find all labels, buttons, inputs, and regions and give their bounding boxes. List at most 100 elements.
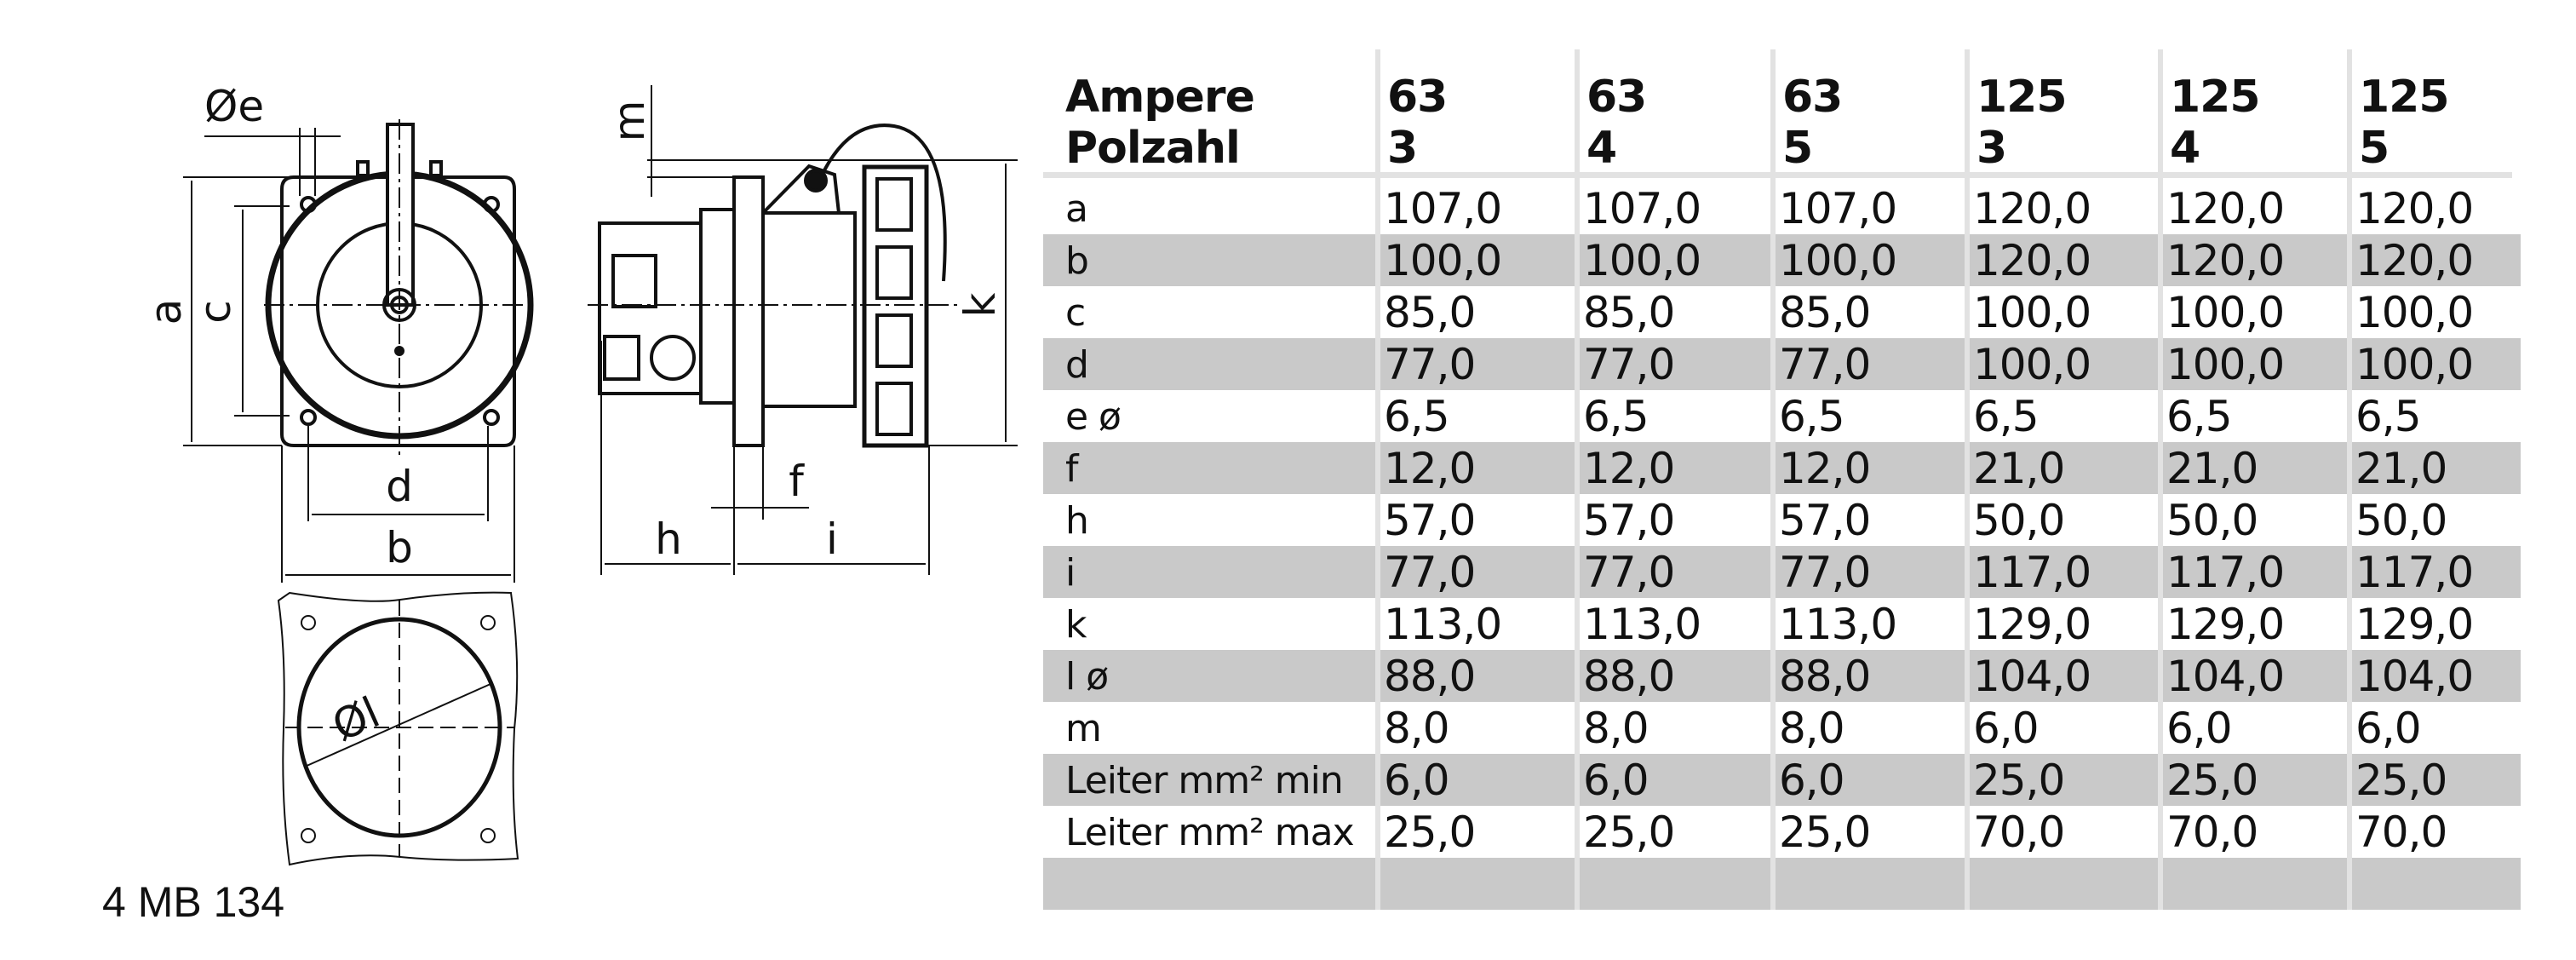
header-polzahl-value: 3	[1976, 123, 2007, 174]
table-cell: 6,5	[1583, 392, 1649, 441]
table-row: f 12,0 12,0 12,0 21,0 21,0 21,0	[1043, 442, 2521, 494]
table-cell: 77,0	[1384, 340, 1476, 389]
table-cell: 57,0	[1779, 496, 1871, 545]
table-cell: 6,5	[1779, 392, 1845, 441]
table-cell: 25,0	[1583, 808, 1675, 857]
row-label: h	[1065, 499, 1089, 543]
table-cell: 85,0	[1583, 288, 1675, 337]
table-cell: 6,0	[2166, 704, 2233, 753]
table-cell: 6,5	[2355, 392, 2422, 441]
column-separator	[2158, 49, 2163, 910]
table-cell: 21,0	[1973, 444, 2065, 493]
table-row: l ø 88,0 88,0 88,0 104,0 104,0 104,0	[1043, 650, 2521, 702]
table-row: c 85,0 85,0 85,0 100,0 100,0 100,0	[1043, 286, 2521, 338]
table-cell: 129,0	[2355, 600, 2474, 649]
table-cell: 107,0	[1583, 184, 1701, 233]
table-cell: 88,0	[1583, 652, 1675, 701]
table-cell: 50,0	[1973, 496, 2065, 545]
table-cell: 8,0	[1583, 704, 1649, 753]
table-row: Leiter mm² max 25,0 25,0 25,0 70,0 70,0 70,0	[1043, 806, 2521, 858]
table-cell: 50,0	[2166, 496, 2258, 545]
table-cell: 107,0	[1384, 184, 1502, 233]
table-cell: 8,0	[1779, 704, 1845, 753]
table-cell: 6,5	[1384, 392, 1450, 441]
table-row: e ø 6,5 6,5 6,5 6,5 6,5 6,5	[1043, 390, 2521, 442]
table-cell: 104,0	[2166, 652, 2285, 701]
table-cell: 113,0	[1583, 600, 1701, 649]
label-h: h	[655, 514, 682, 564]
header-ampere-value: 125	[2170, 72, 2261, 123]
header-column: 63 4	[1586, 72, 1647, 174]
column-separator	[1770, 49, 1776, 910]
table-row: i 77,0 77,0 77,0 117,0 117,0 117,0	[1043, 546, 2521, 598]
table-cell: 100,0	[2355, 288, 2474, 337]
table-cell: 70,0	[2166, 808, 2258, 857]
header-polzahl: Polzahl	[1065, 123, 1241, 174]
table-cell: 85,0	[1384, 288, 1476, 337]
table-cell: 85,0	[1779, 288, 1871, 337]
row-label: a	[1065, 187, 1088, 231]
header-ampere: Ampere	[1065, 72, 1255, 123]
table-cell: 6,0	[2355, 704, 2422, 753]
header-separator	[1043, 172, 2512, 178]
row-label: Leiter mm² max	[1065, 811, 1355, 854]
front-view	[183, 119, 535, 583]
header-ampere-value: 63	[1782, 72, 1843, 123]
header-polzahl-value: 3	[1387, 123, 1418, 174]
table-cell: 6,5	[1973, 392, 2040, 441]
table-cell: 100,0	[1384, 236, 1502, 285]
table-cell: 77,0	[1779, 340, 1871, 389]
table-cell: 88,0	[1384, 652, 1476, 701]
table-row: b 100,0 100,0 100,0 120,0 120,0 120,0	[1043, 234, 2521, 286]
header-column: 125 4	[2170, 72, 2261, 174]
label-e: Øe	[204, 82, 264, 131]
table-cell: 6,0	[1583, 756, 1649, 805]
label-b: b	[386, 523, 413, 572]
table-cell: 100,0	[1779, 236, 1897, 285]
table-cell: 25,0	[1384, 808, 1476, 857]
table-cell: 77,0	[1583, 548, 1675, 597]
table-cell: 129,0	[2166, 600, 2285, 649]
header-column: 63 3	[1387, 72, 1448, 174]
table-cell: 100,0	[2355, 340, 2474, 389]
label-l: Øl	[325, 687, 387, 751]
table-cell: 100,0	[1583, 236, 1701, 285]
table-cell: 120,0	[2355, 184, 2474, 233]
table-cell: 25,0	[1973, 756, 2065, 805]
table-cell: 6,0	[1384, 756, 1450, 805]
table-cell: 77,0	[1583, 340, 1675, 389]
table-row	[1043, 858, 2521, 910]
table-cell: 120,0	[2166, 236, 2285, 285]
header-polzahl-value: 4	[2170, 123, 2200, 174]
row-label: d	[1065, 343, 1089, 387]
row-label: k	[1065, 603, 1087, 647]
label-c: c	[191, 300, 240, 324]
table-cell: 12,0	[1779, 444, 1871, 493]
table-row: h 57,0 57,0 57,0 50,0 50,0 50,0	[1043, 494, 2521, 546]
table-row: a 107,0 107,0 107,0 120,0 120,0 120,0	[1043, 182, 2521, 234]
header-polzahl-value: 4	[1586, 123, 1617, 174]
row-label: Leiter mm² min	[1065, 759, 1344, 802]
column-separator	[1965, 49, 1970, 910]
header-ampere-value: 63	[1387, 72, 1448, 123]
header-column: 125 3	[1976, 72, 2068, 174]
bottom-view	[277, 591, 519, 866]
table-cell: 88,0	[1779, 652, 1871, 701]
label-d: d	[386, 462, 413, 511]
header-ampere-value: 63	[1586, 72, 1647, 123]
table-cell: 57,0	[1384, 496, 1476, 545]
table-row: d 77,0 77,0 77,0 100,0 100,0 100,0	[1043, 338, 2521, 390]
table-cell: 120,0	[1973, 236, 2091, 285]
table-cell: 120,0	[2355, 236, 2474, 285]
table-cell: 129,0	[1973, 600, 2091, 649]
table-cell: 21,0	[2166, 444, 2258, 493]
row-label: e ø	[1065, 395, 1122, 439]
table-cell: 104,0	[1973, 652, 2091, 701]
table-cell: 25,0	[2166, 756, 2258, 805]
header-polzahl-value: 5	[1782, 123, 1813, 174]
table-cell: 21,0	[2355, 444, 2447, 493]
technical-drawing: Øe m a c k d b f h i Øl	[141, 82, 1018, 866]
table-cell: 107,0	[1779, 184, 1897, 233]
table-cell: 77,0	[1779, 548, 1871, 597]
column-separator	[1375, 49, 1380, 910]
